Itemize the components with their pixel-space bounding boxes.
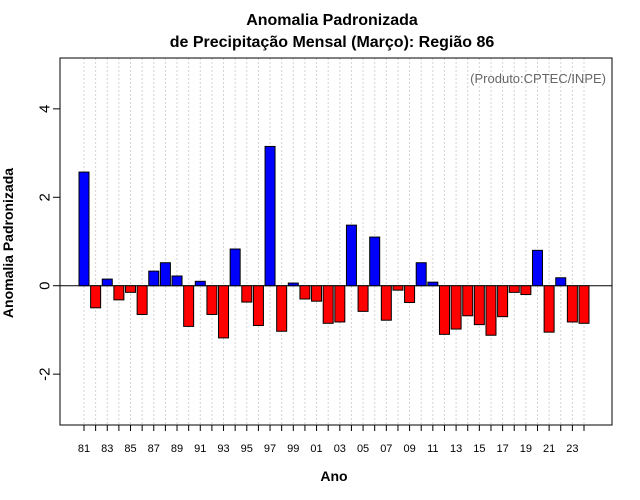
bar-1993: [218, 285, 230, 339]
x-tick-label: 01: [310, 443, 322, 455]
bar-2017: [497, 285, 509, 318]
y-tick-label: -2: [36, 367, 53, 380]
bar-2013: [450, 285, 462, 330]
y-tick-label: 4: [36, 105, 53, 113]
y-axis: -2 0 2 4: [36, 105, 60, 381]
bar-1982: [90, 285, 102, 309]
x-tick-label: 15: [473, 443, 485, 455]
bar-1992: [206, 285, 218, 315]
bar-2012: [438, 285, 450, 335]
chart-subtitle: de Precipitação Mensal (Março): Região 8…: [170, 34, 495, 51]
x-tick-label: 07: [380, 443, 392, 455]
bar-1984: [113, 285, 125, 301]
x-tick-label: 95: [241, 443, 253, 455]
x-tick-label: 17: [496, 443, 508, 455]
x-axis-label: Ano: [320, 468, 347, 484]
bar-2014: [462, 285, 474, 317]
x-tick-label: 09: [403, 443, 415, 455]
x-tick-label: 99: [287, 443, 299, 455]
bar-2001: [311, 285, 323, 302]
bar-1996: [252, 285, 264, 327]
x-tick-label: 91: [194, 443, 206, 455]
x-tick-label: 23: [566, 443, 578, 455]
bars: [78, 145, 590, 339]
chart-title: Anomalia Padronizada: [246, 12, 418, 29]
bar-1981: [78, 171, 90, 287]
bar-1991: [194, 280, 206, 287]
bar-1985: [125, 285, 137, 293]
bar-2011: [427, 281, 439, 287]
x-tick-label: 05: [357, 443, 369, 455]
bar-2000: [299, 285, 311, 300]
bar-1995: [241, 285, 253, 303]
x-tick-label: 93: [217, 443, 229, 455]
bar-2016: [485, 285, 497, 336]
bar-2020: [531, 249, 543, 287]
bar-1990: [183, 285, 195, 327]
y-axis-label: Anomalia Padronizada: [0, 168, 16, 318]
x-tick-label: 89: [171, 443, 183, 455]
x-tick-label: 21: [543, 443, 555, 455]
bar-1983: [101, 278, 113, 287]
bar-2023: [566, 285, 578, 323]
x-tick-label: 85: [124, 443, 136, 455]
y-tick-label: 0: [36, 282, 53, 290]
bar-1986: [136, 285, 148, 315]
bar-2024: [578, 285, 590, 324]
bar-2019: [520, 285, 532, 296]
y-tick-label: 2: [36, 193, 53, 201]
bar-2009: [404, 285, 416, 304]
bar-2015: [473, 285, 485, 326]
x-tick-label: 11: [427, 443, 438, 455]
x-tick-label: 03: [334, 443, 346, 455]
bar-2008: [392, 285, 404, 291]
bar-2006: [369, 236, 381, 287]
x-tick-label: 13: [450, 443, 462, 455]
bar-2021: [543, 285, 555, 333]
bar-1987: [148, 270, 160, 287]
bar-2018: [508, 285, 520, 293]
bar-1989: [171, 275, 183, 287]
credit-note: (Produto:CPTEC/INPE): [470, 71, 606, 86]
x-axis: 81 83 85 87 89 91 93 95 97 99 01 03 05 07 09 11 13 15 17 19…: [78, 425, 585, 455]
bar-2022: [555, 277, 567, 287]
bar-2007: [380, 285, 392, 321]
bar-2003: [334, 285, 346, 323]
x-tick-label: 83: [101, 443, 113, 455]
bar-1994: [229, 248, 241, 287]
bar-2005: [357, 285, 369, 312]
plot-frame: [59, 57, 613, 426]
x-tick-label: 81: [78, 443, 90, 455]
bar-2010: [415, 262, 427, 287]
x-tick-label: 97: [264, 443, 276, 455]
x-tick-label: 19: [520, 443, 532, 455]
bar-2004: [345, 224, 357, 287]
bar-2002: [322, 285, 334, 324]
bar-1998: [276, 285, 288, 332]
gridlines: [83, 58, 585, 425]
bar-1997: [264, 145, 276, 287]
bar-1999: [287, 282, 299, 287]
bar-1988: [159, 262, 171, 287]
x-tick-label: 87: [148, 443, 160, 455]
